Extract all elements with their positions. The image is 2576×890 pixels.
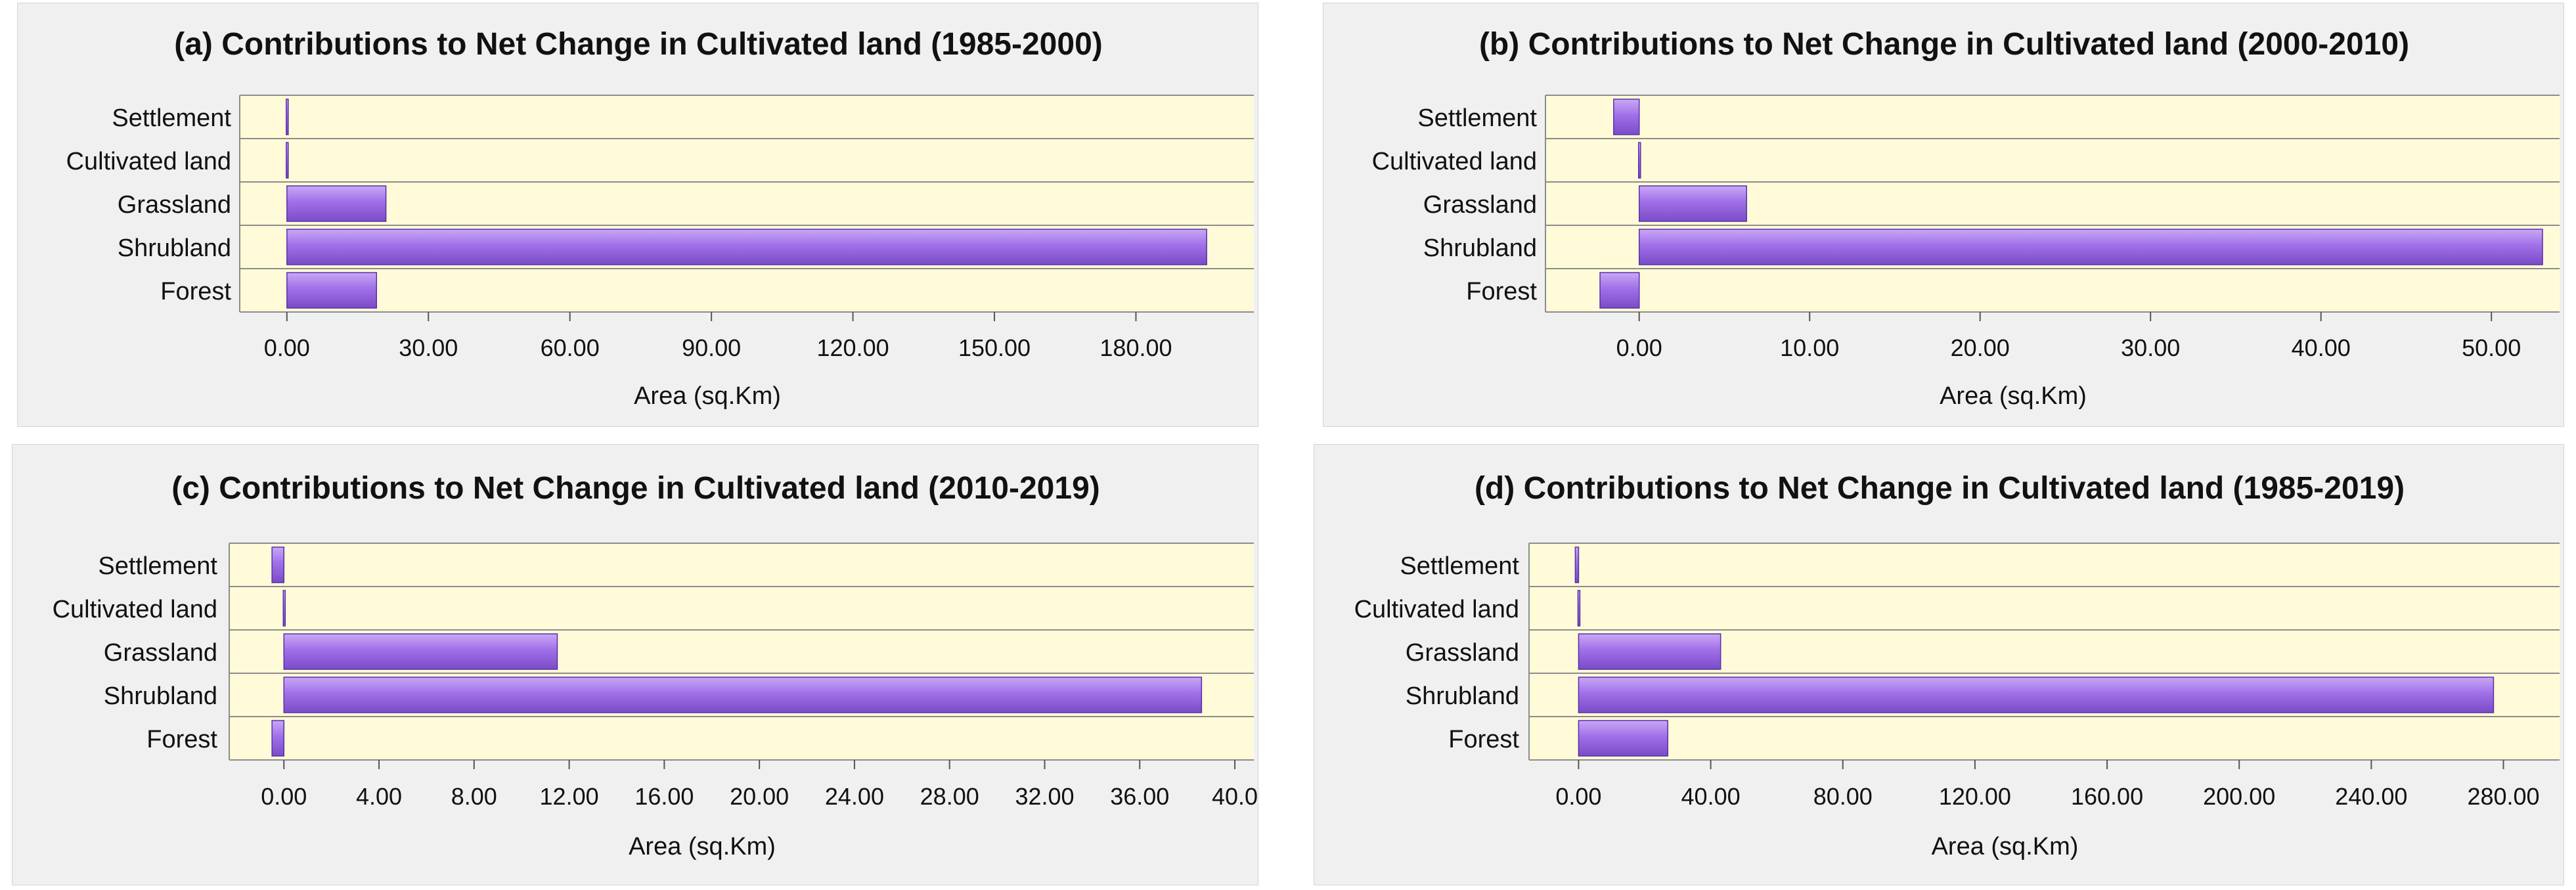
bar-forest — [271, 720, 284, 757]
category-label: Settlement — [1400, 552, 1519, 580]
category-label: Cultivated land — [66, 148, 231, 175]
x-tick-label: 20.00 — [1951, 334, 2010, 361]
x-tick-label: 150.00 — [958, 334, 1031, 361]
bar-grassland — [286, 185, 387, 222]
chart-panel-d: (d) Contributions to Net Change in Culti… — [1314, 444, 2564, 885]
x-tick-label: 200.00 — [2203, 783, 2275, 810]
category-label: Forest — [146, 726, 217, 753]
x-tick-label: 50.00 — [2462, 334, 2521, 361]
x-tick-label: 30.00 — [2121, 334, 2180, 361]
bar-cultivated-land — [1637, 142, 1641, 179]
x-tick-label: 160.00 — [2071, 783, 2143, 810]
bar-grassland — [1638, 185, 1747, 222]
bar-settlement — [286, 99, 289, 135]
chart-a: (a) Contributions to Net Change in Culti… — [66, 27, 1254, 410]
bar-forest — [286, 272, 378, 309]
x-axis-label: Area (sq.Km) — [1940, 382, 2087, 410]
chart-b: (b) Contributions to Net Change in Culti… — [1372, 27, 2560, 410]
x-tick-label: 36.00 — [1110, 783, 1169, 810]
x-tick-label: 12.00 — [540, 783, 599, 810]
chart-d: (d) Contributions to Net Change in Culti… — [1354, 471, 2560, 860]
x-tick-label: 30.00 — [399, 334, 458, 361]
x-tick-label: 120.00 — [817, 334, 889, 361]
bar-settlement — [1574, 546, 1580, 583]
plot-area — [240, 95, 1254, 312]
category-label: Cultivated land — [53, 596, 217, 623]
chart-panel-b: (b) Contributions to Net Change in Culti… — [1323, 3, 2564, 427]
x-tick-label: 280.00 — [2467, 783, 2539, 810]
bar-cultivated-land — [1577, 590, 1581, 627]
bar-shrubland — [1638, 229, 2543, 265]
x-axis-label: Area (sq.Km) — [634, 382, 781, 410]
chart-title: (b) Contributions to Net Change in Culti… — [1479, 27, 2409, 62]
category-label: Shrubland — [1406, 682, 1519, 710]
category-label: Grassland — [1423, 191, 1537, 219]
x-tick-label: 10.00 — [1780, 334, 1839, 361]
category-label: Shrubland — [1423, 234, 1537, 262]
bar-grassland — [283, 633, 558, 670]
bar-forest — [1599, 272, 1640, 309]
chart-title: (a) Contributions to Net Change in Culti… — [174, 27, 1103, 62]
category-label: Forest — [1448, 726, 1519, 753]
x-tick-label: 0.00 — [261, 783, 307, 810]
category-label: Cultivated land — [1354, 596, 1519, 623]
x-tick-label: 20.00 — [730, 783, 789, 810]
x-axis-label: Area (sq.Km) — [1932, 833, 2079, 860]
x-tick-label: 120.00 — [1939, 783, 2011, 810]
category-label: Cultivated land — [1372, 148, 1537, 175]
bar-settlement — [271, 546, 284, 583]
category-label: Forest — [160, 278, 231, 305]
category-label: Settlement — [98, 552, 217, 580]
category-label: Grassland — [118, 191, 231, 219]
x-tick-label: 24.00 — [825, 783, 884, 810]
x-tick-label: 32.00 — [1015, 783, 1074, 810]
bar-settlement — [1613, 99, 1640, 135]
x-axis-label: Area (sq.Km) — [629, 833, 776, 860]
bar-cultivated-land — [282, 590, 286, 627]
bar-shrubland — [286, 229, 1207, 265]
x-tick-label: 16.00 — [634, 783, 694, 810]
x-tick-label: 60.00 — [541, 334, 600, 361]
x-tick-label: 40.0 — [1212, 783, 1258, 810]
x-tick-label: 0.00 — [1555, 783, 1601, 810]
x-tick-label: 0.00 — [264, 334, 310, 361]
category-label: Settlement — [112, 104, 231, 132]
category-label: Grassland — [104, 639, 217, 667]
x-tick-label: 4.00 — [356, 783, 402, 810]
x-tick-label: 40.00 — [2292, 334, 2351, 361]
bar-grassland — [1578, 633, 1721, 670]
x-tick-label: 90.00 — [682, 334, 741, 361]
x-tick-label: 28.00 — [920, 783, 979, 810]
chart-c: (c) Contributions to Net Change in Culti… — [53, 471, 1258, 860]
bar-cultivated-land — [286, 142, 289, 179]
category-label: Shrubland — [104, 682, 217, 710]
bar-forest — [1578, 720, 1668, 757]
category-label: Settlement — [1417, 104, 1537, 132]
x-tick-label: 40.00 — [1681, 783, 1741, 810]
x-tick-label: 80.00 — [1813, 783, 1873, 810]
chart-title: (d) Contributions to Net Change in Culti… — [1475, 471, 2405, 506]
category-label: Forest — [1466, 278, 1537, 305]
chart-panel-a: (a) Contributions to Net Change in Culti… — [17, 3, 1258, 427]
bar-shrubland — [1578, 677, 2495, 713]
bar-shrubland — [283, 677, 1203, 713]
x-tick-label: 240.00 — [2335, 783, 2407, 810]
x-tick-label: 0.00 — [1616, 334, 1662, 361]
chart-panel-c: (c) Contributions to Net Change in Culti… — [12, 444, 1258, 885]
chart-title: (c) Contributions to Net Change in Culti… — [171, 471, 1100, 506]
x-tick-label: 180.00 — [1099, 334, 1172, 361]
x-tick-label: 8.00 — [451, 783, 497, 810]
category-label: Grassland — [1406, 639, 1519, 667]
category-label: Shrubland — [118, 234, 231, 262]
